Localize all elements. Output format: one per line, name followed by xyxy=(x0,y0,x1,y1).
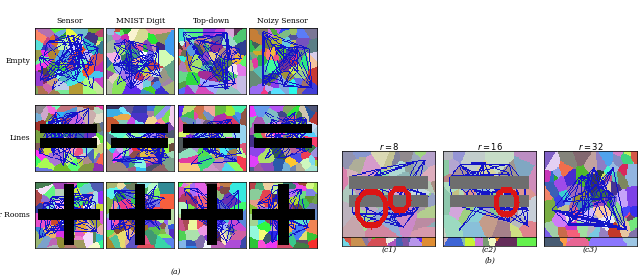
Text: (a): (a) xyxy=(171,268,181,276)
Text: (c1): (c1) xyxy=(381,246,396,254)
Text: (b): (b) xyxy=(484,257,495,265)
Text: $r = 32$: $r = 32$ xyxy=(577,141,603,152)
Text: MNIST Digit: MNIST Digit xyxy=(116,17,165,25)
Text: $r = 16$: $r = 16$ xyxy=(477,141,502,152)
Text: Sensor: Sensor xyxy=(56,17,83,25)
Text: (c2): (c2) xyxy=(482,246,497,254)
Text: Top-down: Top-down xyxy=(193,17,230,25)
Text: $r = 8$: $r = 8$ xyxy=(379,141,399,152)
Text: Lines: Lines xyxy=(10,134,30,142)
Text: Empty: Empty xyxy=(5,57,30,65)
Text: Noizy Sensor: Noizy Sensor xyxy=(257,17,308,25)
Text: (c3): (c3) xyxy=(583,246,598,254)
Text: Four Rooms: Four Rooms xyxy=(0,211,30,219)
